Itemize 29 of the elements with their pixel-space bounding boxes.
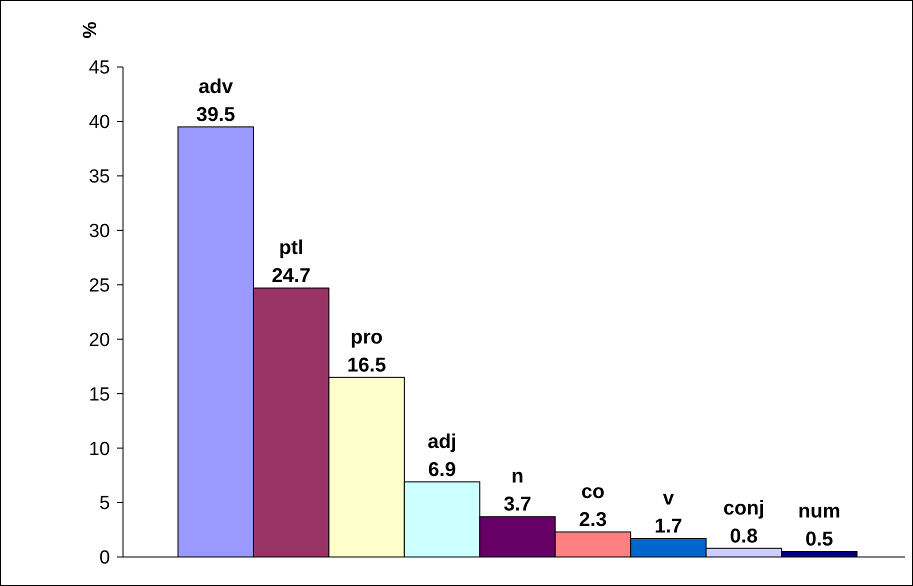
data-label: 2.3 <box>579 508 607 531</box>
x-tick-label: pro <box>350 326 383 348</box>
y-tick-label: 10 <box>88 438 110 460</box>
x-tick-label: conj <box>723 497 764 520</box>
y-tick-label: 35 <box>88 166 110 188</box>
y-tick-label: 30 <box>88 220 110 242</box>
x-tick-label: ptl <box>278 237 304 260</box>
y-tick-label: 40 <box>88 112 110 134</box>
data-label: 16.5 <box>347 354 386 376</box>
data-label: 0.5 <box>805 528 834 551</box>
x-tick-label: adj <box>428 430 457 453</box>
data-label: 39.5 <box>196 104 236 126</box>
x-tick-label: v <box>662 487 675 510</box>
data-label: 24.7 <box>272 265 311 288</box>
x-tick-label: n <box>511 466 524 488</box>
x-tick-label: co <box>581 480 605 503</box>
x-tick-label: num <box>798 500 840 523</box>
data-label: 3.7 <box>504 494 532 516</box>
y-axis-title: % <box>80 21 101 38</box>
y-tick-label: 45 <box>88 58 110 79</box>
y-tick-label: 0 <box>99 548 110 569</box>
y-tick-label: 20 <box>88 330 110 351</box>
y-tick-label: 15 <box>88 384 110 406</box>
x-tick-label: adv <box>198 76 234 98</box>
data-label: 0.8 <box>730 525 758 548</box>
data-label: 1.7 <box>654 515 682 538</box>
y-tick-label: 25 <box>88 275 110 296</box>
data-label: 6.9 <box>428 458 456 481</box>
y-tick-label: 5 <box>99 493 110 514</box>
